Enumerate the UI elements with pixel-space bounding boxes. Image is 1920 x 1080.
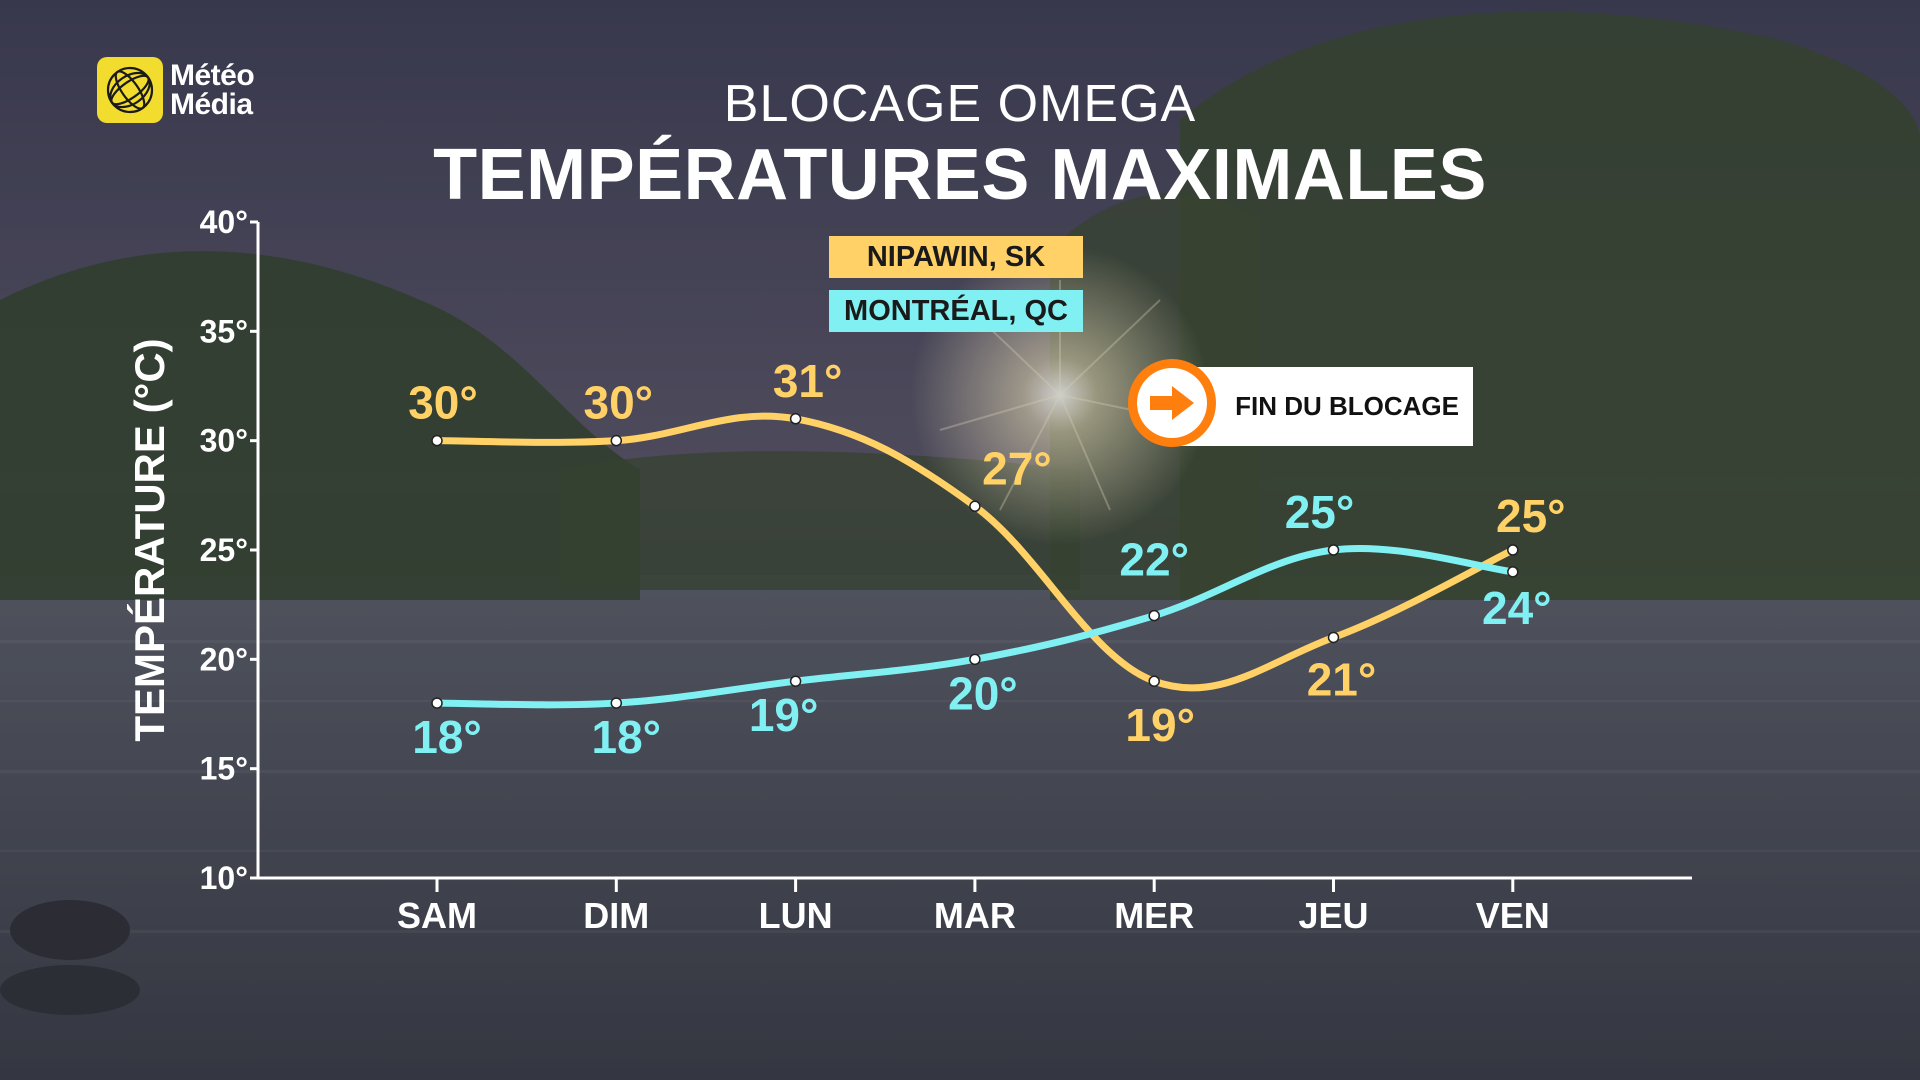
data-point bbox=[431, 697, 443, 709]
x-tick-label: MAR bbox=[934, 895, 1016, 936]
data-label: 18° bbox=[412, 711, 482, 763]
y-tick-label: 15° bbox=[200, 751, 248, 787]
data-point bbox=[1507, 566, 1519, 578]
globe-icon bbox=[97, 57, 163, 123]
data-label: 30° bbox=[408, 377, 478, 429]
page-title: TEMPÉRATURES MAXIMALES bbox=[433, 135, 1487, 215]
y-axis-title: TEMPÉRATURE (°C) bbox=[126, 338, 173, 741]
data-label: 25° bbox=[1496, 490, 1566, 542]
data-point bbox=[1327, 631, 1340, 644]
y-tick-label: 40° bbox=[200, 204, 248, 240]
x-tick-label: JEU bbox=[1298, 895, 1368, 936]
brand-line-2: Média bbox=[170, 88, 253, 121]
data-point bbox=[789, 413, 802, 425]
data-point bbox=[969, 653, 981, 666]
brand-line-1: Météo bbox=[170, 59, 255, 92]
data-label: 22° bbox=[1119, 534, 1189, 586]
data-label: 21° bbox=[1307, 653, 1377, 705]
data-label: 25° bbox=[1285, 486, 1355, 538]
data-point bbox=[1148, 675, 1160, 687]
x-tick-label: VEN bbox=[1476, 895, 1550, 936]
data-point bbox=[1148, 609, 1160, 622]
legend-nipawin: NIPAWIN, SK bbox=[829, 236, 1083, 278]
legend-montreal: MONTRÉAL, QC bbox=[829, 290, 1083, 332]
data-label: 27° bbox=[982, 442, 1052, 494]
data-label: 19° bbox=[1125, 699, 1195, 751]
callout-label: FIN DU BLOCAGE bbox=[1168, 367, 1473, 446]
data-point bbox=[1327, 544, 1340, 556]
data-point bbox=[431, 434, 443, 447]
data-point bbox=[1507, 544, 1519, 556]
data-point bbox=[610, 697, 623, 709]
subtitle: BLOCAGE OMEGA bbox=[723, 75, 1197, 133]
end-of-block-callout: FIN DU BLOCAGE bbox=[1128, 359, 1473, 447]
data-point bbox=[610, 434, 623, 447]
y-tick-label: 20° bbox=[200, 641, 248, 677]
data-label: 31° bbox=[773, 355, 843, 407]
data-label: 30° bbox=[584, 377, 654, 429]
x-tick-label: LUN bbox=[759, 895, 833, 936]
data-point bbox=[789, 675, 802, 687]
x-tick-label: MER bbox=[1114, 895, 1194, 936]
brand-logo: Météo Média bbox=[97, 57, 255, 123]
y-tick-label: 30° bbox=[200, 423, 248, 459]
data-label: 19° bbox=[749, 689, 819, 741]
callout-ring bbox=[1128, 359, 1216, 447]
data-label: 24° bbox=[1482, 582, 1552, 634]
data-label: 18° bbox=[592, 711, 662, 763]
arrow-right-icon bbox=[1137, 368, 1207, 438]
brand-name: Météo Média bbox=[170, 59, 255, 121]
x-tick-label: DIM bbox=[583, 895, 649, 936]
y-tick-label: 35° bbox=[200, 313, 248, 349]
y-tick-label: 25° bbox=[200, 532, 248, 568]
data-label: 20° bbox=[948, 667, 1018, 719]
x-tick-label: SAM bbox=[397, 895, 477, 936]
y-tick-label: 10° bbox=[200, 860, 248, 896]
data-point bbox=[969, 500, 981, 513]
